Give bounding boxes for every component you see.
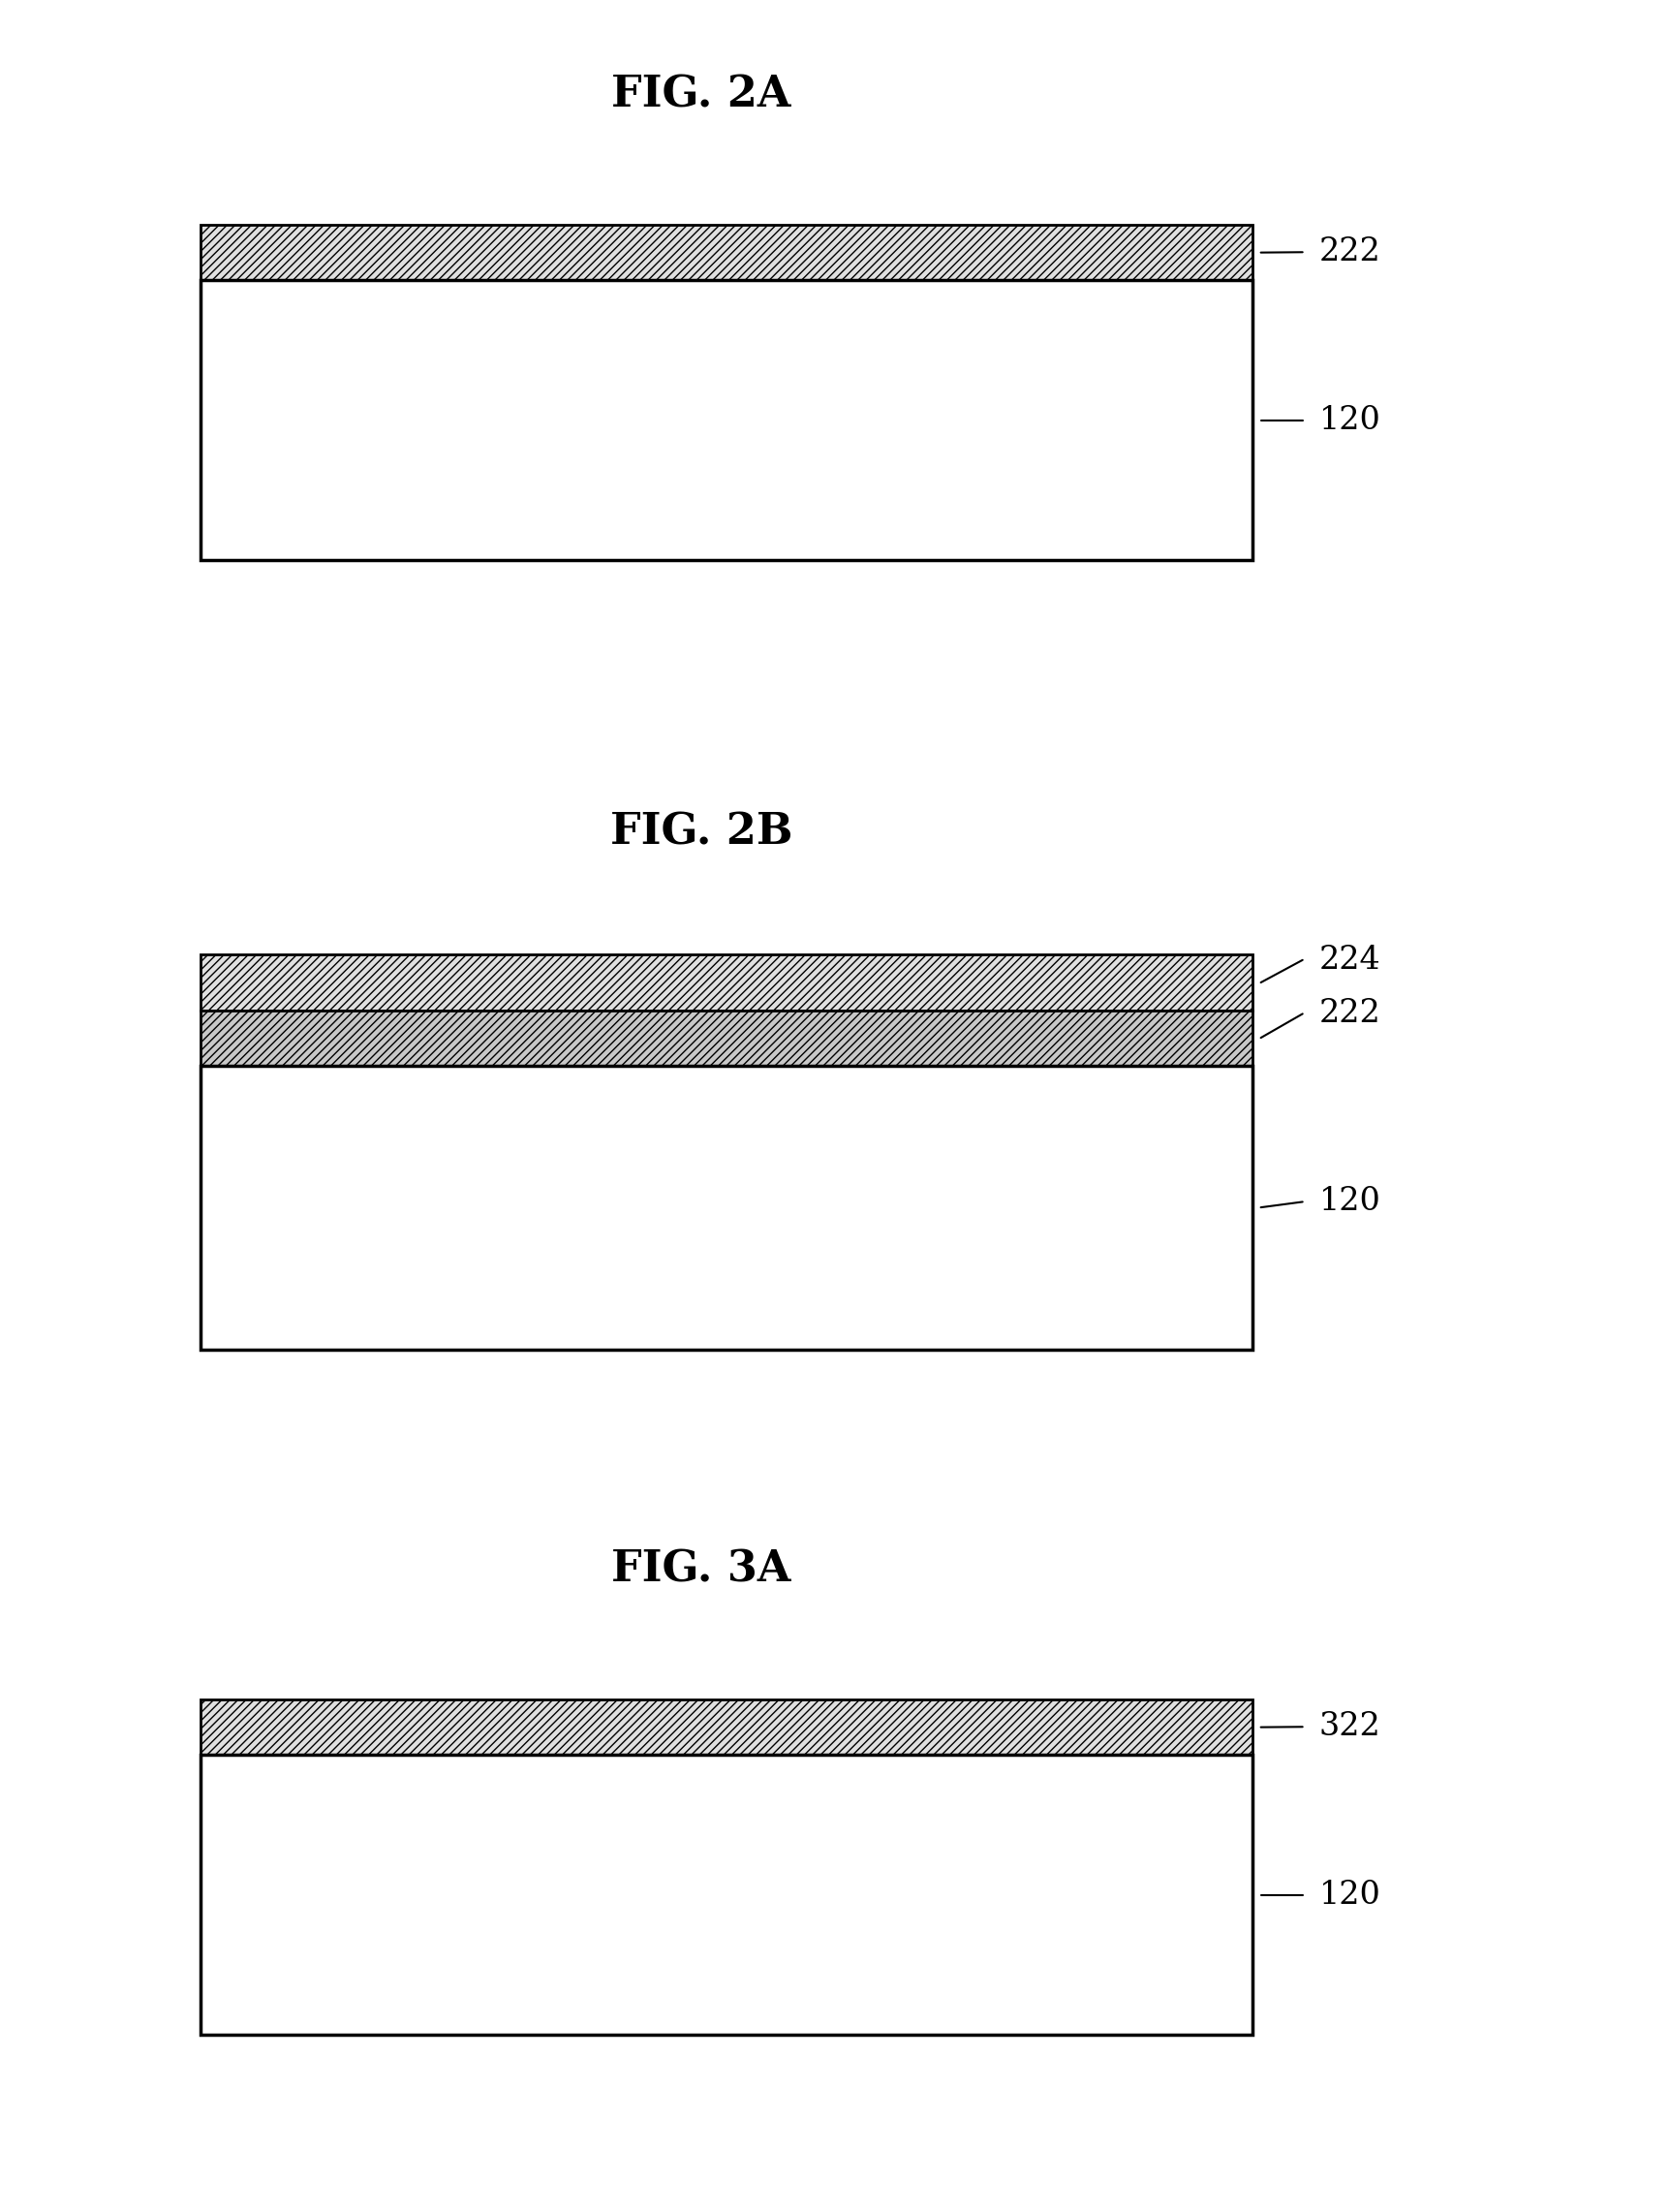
- Text: FIG. 2B: FIG. 2B: [609, 812, 793, 854]
- Text: 120: 120: [1319, 1880, 1380, 1911]
- Bar: [200, 281, 1252, 560]
- Text: 120: 120: [1319, 1186, 1380, 1217]
- Text: 222: 222: [1319, 998, 1380, 1029]
- Text: 120: 120: [1319, 405, 1380, 436]
- Bar: [200, 1754, 1252, 2035]
- Text: 222: 222: [1319, 237, 1380, 268]
- Text: FIG. 2A: FIG. 2A: [611, 73, 791, 115]
- Text: FIG. 3A: FIG. 3A: [611, 1548, 791, 1590]
- Bar: [200, 1011, 1252, 1066]
- Bar: [200, 1699, 1252, 1754]
- Text: 322: 322: [1319, 1712, 1380, 1743]
- Bar: [200, 956, 1252, 1011]
- Bar: [200, 226, 1252, 281]
- Bar: [200, 1066, 1252, 1349]
- Text: 224: 224: [1319, 945, 1380, 975]
